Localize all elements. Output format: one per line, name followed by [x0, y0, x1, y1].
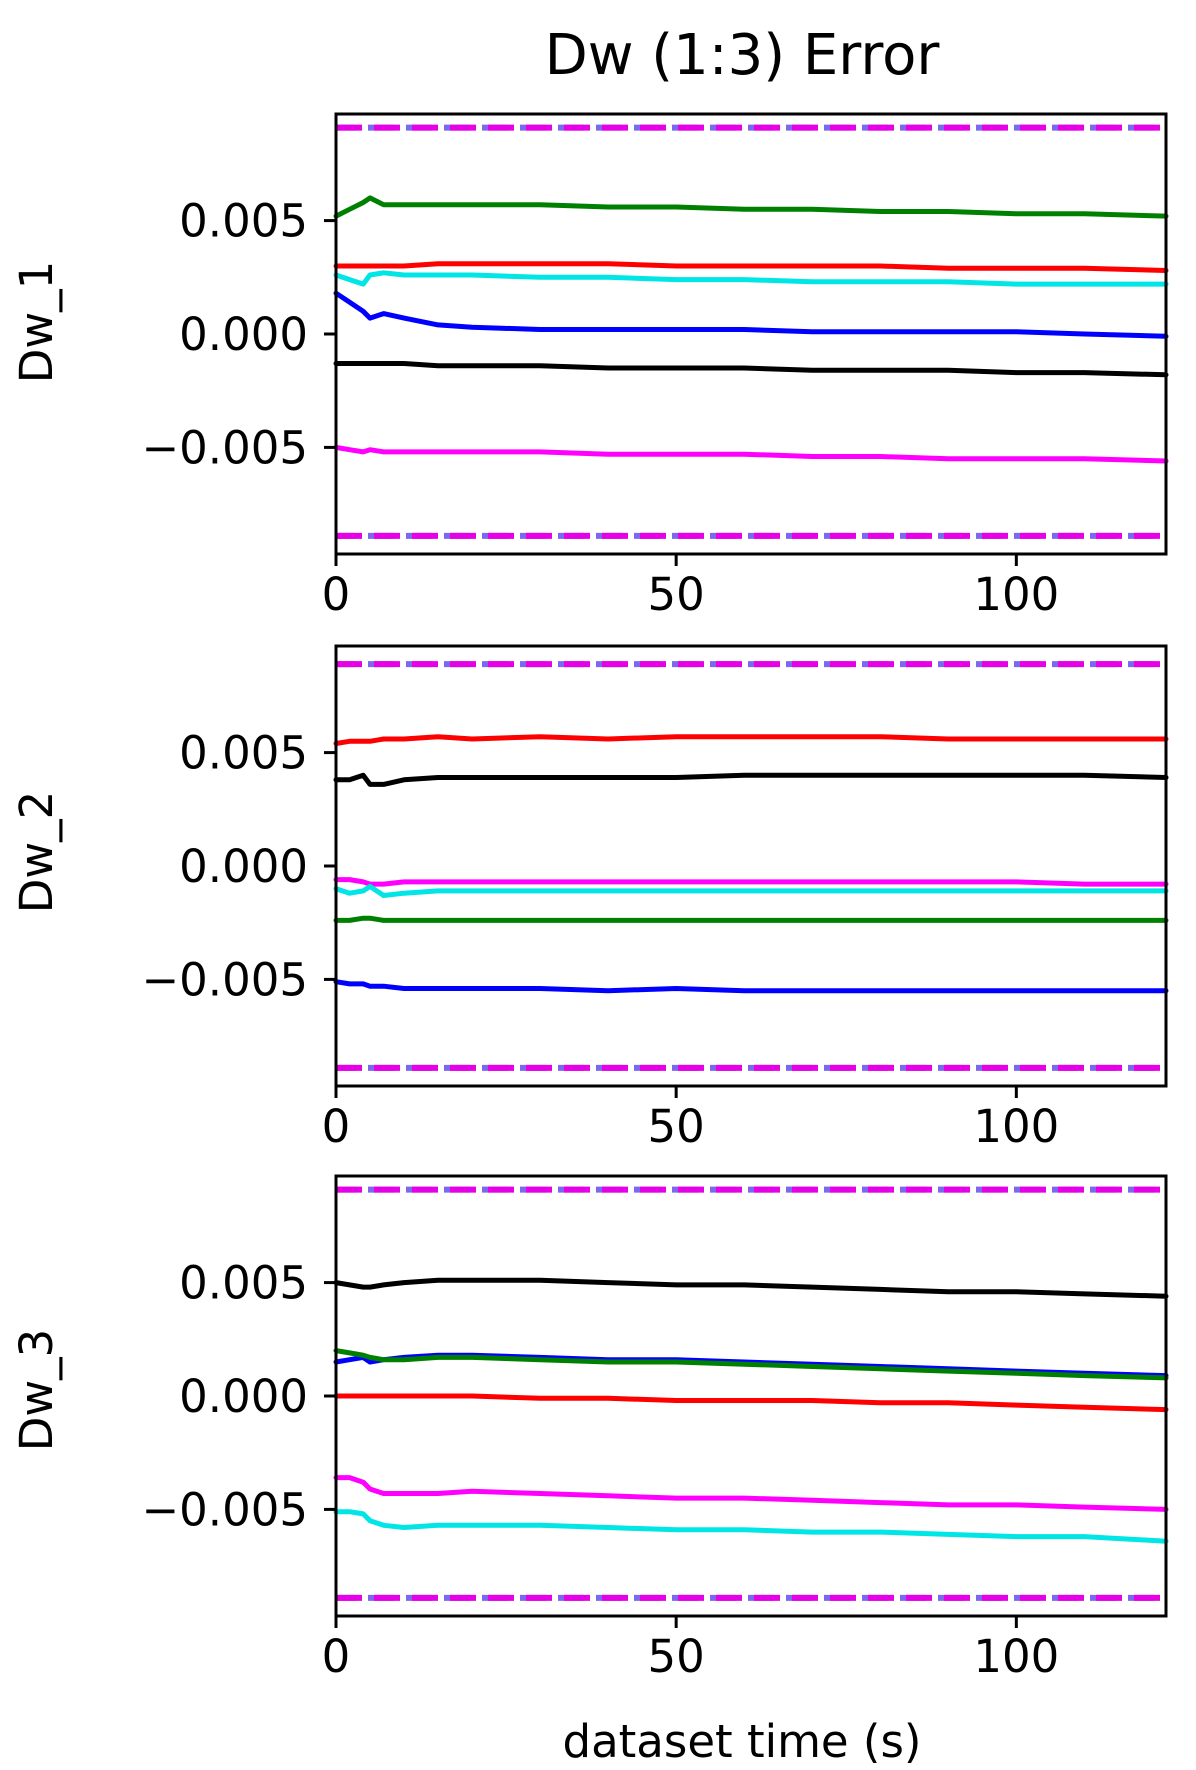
subplot-dw-2: Dw_2 −0.005 0.000 0.005 0 50 100 — [10, 644, 1169, 1153]
series-line-5 — [333, 915, 1169, 923]
y-tick-label: −0.005 — [141, 953, 308, 1006]
subplot-dw-1: Dw_1 −0.005 0.000 0.005 0 50 100 — [10, 112, 1169, 621]
y-tick-label: −0.005 — [141, 1483, 308, 1536]
series-line-6 — [333, 444, 1169, 464]
xlabel: dataset time (s) — [563, 1715, 922, 1768]
series-line-1 — [333, 1277, 1169, 1299]
x-tick-label: 0 — [322, 1100, 351, 1153]
series-line-4 — [333, 1393, 1169, 1413]
y-tick-label: 0.000 — [179, 1370, 308, 1423]
series-line-3 — [333, 270, 1169, 287]
x-tick-label: 50 — [648, 568, 705, 621]
x-tick-label: 50 — [648, 1630, 705, 1683]
y-tick-label: 0.005 — [179, 1257, 308, 1310]
series-line-3 — [333, 877, 1169, 887]
x-tick-label: 50 — [648, 1100, 705, 1153]
series-line-2 — [333, 772, 1169, 787]
x-tick-label: 100 — [973, 568, 1059, 621]
y-tick-label: −0.005 — [141, 421, 308, 474]
figure-title: Dw (1:3) Error — [545, 23, 941, 88]
y-tick-label: 0.000 — [179, 308, 308, 361]
series-line-2 — [333, 261, 1169, 273]
y-tick-label: 0.000 — [179, 840, 308, 893]
series-line-1 — [333, 195, 1169, 219]
x-tick-label: 100 — [973, 1100, 1059, 1153]
ylabel-dw-1: Dw_1 — [10, 261, 63, 384]
series-line-4 — [333, 883, 1169, 898]
series-line-3 — [333, 1348, 1169, 1381]
series-line-6 — [333, 979, 1169, 994]
x-tick-label: 0 — [322, 1630, 351, 1683]
series-line-6 — [333, 1509, 1169, 1544]
subplot-dw-3: Dw_3 −0.005 0.000 0.005 0 50 100 — [10, 1174, 1169, 1683]
x-tick-label: 100 — [973, 1630, 1059, 1683]
y-tick-label: 0.005 — [179, 195, 308, 248]
series-line-5 — [333, 361, 1169, 378]
y-tick-label: 0.005 — [179, 727, 308, 780]
series-line-1 — [333, 734, 1169, 746]
ylabel-dw-3: Dw_3 — [10, 1329, 63, 1452]
series-line-4 — [333, 290, 1169, 339]
ylabel-dw-2: Dw_2 — [10, 791, 63, 914]
series-line-5 — [333, 1475, 1169, 1512]
axes-frame — [334, 644, 1168, 1088]
x-tick-label: 0 — [322, 568, 351, 621]
